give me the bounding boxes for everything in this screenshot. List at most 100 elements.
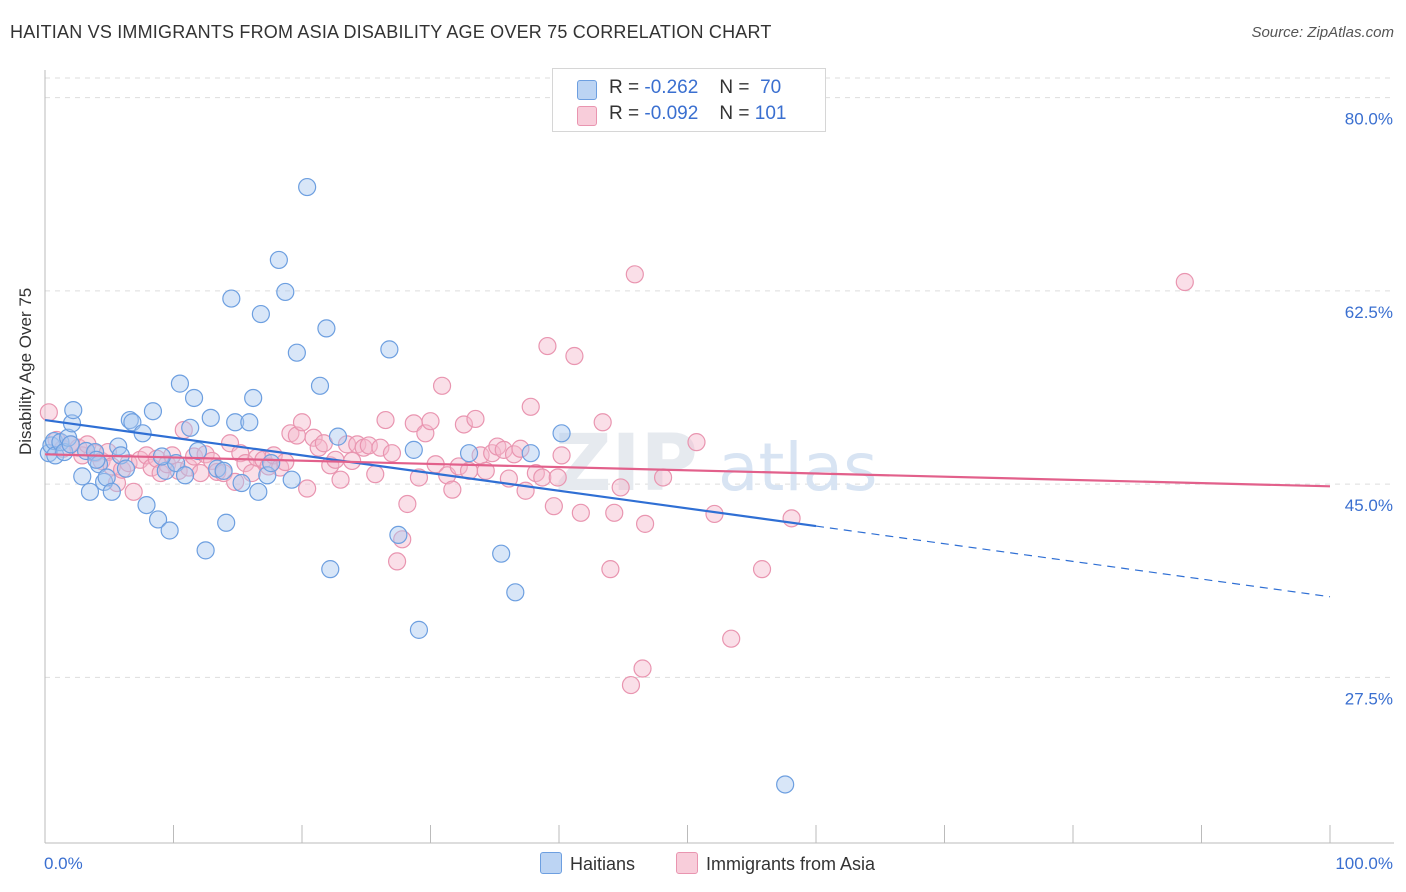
haitian-point — [73, 467, 92, 486]
chart-title: HAITIAN VS IMMIGRANTS FROM ASIA DISABILI… — [10, 22, 772, 42]
asia-point — [538, 336, 557, 356]
haitian-point — [97, 468, 116, 487]
asia-point — [382, 444, 402, 463]
grid-lines — [45, 77, 1394, 678]
asia-point — [552, 446, 571, 465]
haitian-point — [137, 495, 156, 515]
asia-point — [722, 629, 741, 648]
asia-point — [443, 480, 462, 499]
tick-labels: 80.0% 62.5% 45.0% 27.5% 0.0% 100.0% — [44, 110, 1393, 873]
haitian-point — [251, 304, 270, 324]
legend-r-value: -0.262 — [644, 77, 699, 98]
haitian-point — [102, 482, 121, 501]
haitian-point — [328, 427, 348, 446]
asia-point — [421, 412, 440, 431]
asia-point — [124, 482, 143, 501]
asia-point — [226, 472, 245, 491]
haitian-point — [506, 583, 525, 602]
haitian-point — [244, 388, 263, 408]
asia-point — [466, 409, 485, 429]
haitian-point — [232, 473, 251, 493]
legend-r-value: -0.092 — [644, 103, 699, 124]
legend-swatch-pink — [577, 106, 597, 126]
asia-point — [625, 265, 644, 284]
x-tick-label: 100.0% — [1335, 854, 1393, 873]
asia-point — [371, 438, 390, 457]
legend-n-label: N = — [719, 77, 750, 98]
haitian-point — [276, 282, 295, 302]
legend-r-label: R = — [609, 77, 640, 98]
haitian-point — [87, 450, 106, 469]
watermark-zip: ZIP — [555, 419, 698, 509]
haitian-point — [222, 289, 241, 308]
legend-n-value: 70 — [760, 77, 782, 98]
bottom-legend-haitians: Haitians — [540, 852, 635, 875]
asia-point — [1175, 272, 1194, 292]
asia-point — [605, 503, 624, 522]
haitian-point — [120, 410, 139, 430]
asia-point — [565, 346, 584, 366]
haitian-point — [459, 444, 479, 463]
asia-point — [376, 410, 395, 430]
haitian-point — [148, 510, 168, 529]
watermark-atlas: atlas — [718, 429, 878, 506]
haitian-point — [188, 441, 208, 461]
haitian-point — [181, 418, 200, 437]
haitian-trend-extension — [815, 525, 1331, 598]
asia-point — [449, 457, 468, 476]
asia-point — [476, 461, 495, 480]
haitian-point — [287, 343, 306, 362]
asia-point — [454, 415, 474, 434]
asia-point — [633, 659, 652, 678]
asia-point — [635, 514, 655, 533]
haitian-point — [298, 177, 317, 197]
haitian-point — [116, 459, 136, 478]
asia-points — [39, 265, 1194, 695]
asia-point — [366, 465, 385, 484]
haitian-point — [214, 461, 233, 480]
legend-swatch-blue — [577, 80, 597, 100]
asia-point — [304, 428, 323, 447]
haitian-point — [170, 374, 190, 393]
asia-point — [432, 376, 452, 395]
y-tick-label: 62.5% — [1345, 303, 1393, 322]
haitian-point — [262, 454, 281, 473]
haitian-point — [552, 424, 571, 443]
asia-point — [39, 403, 58, 422]
haitian-point — [249, 482, 268, 501]
haitian-point — [409, 620, 429, 639]
bottom-legend-swatch-pink — [676, 852, 698, 874]
chart-source: Source: ZipAtlas.com — [1251, 24, 1394, 41]
haitian-point — [310, 376, 330, 395]
haitian-point — [521, 444, 540, 463]
haitian-point — [64, 401, 83, 420]
asia-point — [398, 494, 417, 514]
asia-point — [231, 444, 250, 463]
haitian-point — [282, 470, 301, 489]
haitian-point — [404, 440, 423, 459]
legend-n-value: 101 — [754, 103, 787, 124]
asia-point — [621, 675, 641, 695]
asia-point — [653, 468, 673, 487]
asia-point — [544, 497, 563, 516]
axes — [44, 70, 1394, 844]
haitian-trend-line — [44, 418, 817, 528]
asia-point — [521, 397, 540, 416]
haitian-point — [317, 319, 336, 338]
haitian-point — [160, 521, 179, 540]
y-axis-label: Disability Age Over 75 — [16, 287, 35, 455]
asia-point — [593, 413, 612, 432]
haitian-point — [175, 466, 195, 485]
bottom-legend-label: Haitians — [570, 854, 636, 874]
asia-point — [387, 552, 407, 571]
y-tick-label: 80.0% — [1345, 110, 1393, 129]
haitian-point — [492, 544, 511, 563]
legend-n-label: N = — [719, 103, 750, 124]
asia-point — [601, 560, 620, 579]
asia-trend-line — [44, 453, 1331, 488]
asia-point — [533, 468, 552, 487]
haitian-point — [61, 435, 80, 454]
haitian-point — [226, 413, 245, 432]
x-tick-label: 0.0% — [44, 854, 83, 873]
